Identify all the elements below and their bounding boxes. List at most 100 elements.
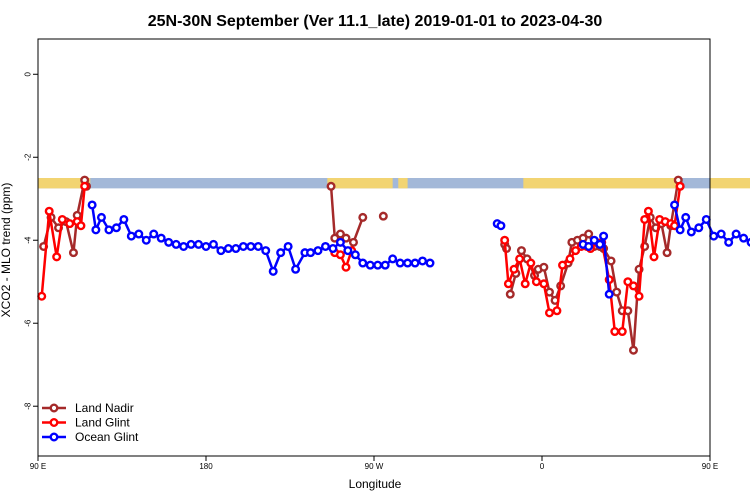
data-point [724, 237, 734, 247]
data-point [515, 254, 525, 264]
data-point [335, 237, 345, 247]
data-point [350, 250, 360, 260]
data-point [509, 264, 519, 274]
data-point [604, 289, 614, 299]
data-point [701, 214, 711, 224]
data-point [681, 212, 691, 222]
data-point [425, 258, 435, 268]
legend-marker [49, 432, 59, 442]
data-point [539, 279, 549, 289]
land-band-segment [398, 178, 408, 189]
data-point [516, 246, 526, 256]
data-point [104, 225, 114, 235]
data-point [584, 229, 594, 239]
data-point [291, 264, 301, 274]
data-point [709, 231, 719, 241]
data-point [496, 221, 506, 231]
data-point [739, 233, 749, 243]
data-point [716, 229, 726, 239]
data-point [746, 237, 750, 247]
data-point [111, 223, 121, 233]
land-band-segment [38, 178, 91, 189]
data-point [348, 237, 358, 247]
data-point [552, 306, 562, 316]
data-point [675, 181, 685, 191]
data-point [694, 223, 704, 233]
data-point [628, 281, 638, 291]
data-point [628, 345, 638, 355]
data-point [330, 233, 340, 243]
data-point [238, 241, 248, 251]
data-point [134, 229, 144, 239]
chart-title: 25N-30N September (Ver 11.1_late) 2019-0… [148, 13, 603, 30]
land-band-segment [327, 178, 393, 189]
data-point [194, 239, 204, 249]
legend-marker [49, 418, 59, 428]
y-axis-label: XCO2 - MLO trend (ppm) [0, 183, 13, 318]
series-line [509, 178, 682, 352]
data-point [675, 225, 685, 235]
data-point [37, 291, 47, 301]
data-point [500, 235, 510, 245]
y-tick-label: -4 [24, 236, 33, 244]
data-point [634, 291, 644, 301]
data-point [216, 246, 226, 256]
data-point [544, 308, 554, 318]
data-point [57, 214, 67, 224]
data-point [403, 258, 413, 268]
data-point [610, 327, 620, 337]
data-point [358, 212, 368, 222]
data-point [378, 211, 388, 221]
data-point [141, 235, 151, 245]
series-layer [37, 175, 750, 355]
series-ocean-glint [87, 200, 750, 299]
data-point [670, 200, 680, 210]
data-point [380, 260, 390, 270]
legend-item: Land Nadir [42, 401, 134, 415]
data-point [261, 246, 271, 256]
land-band-segment [523, 178, 677, 189]
data-point [418, 256, 428, 266]
legend-marker [49, 403, 59, 413]
data-point [156, 233, 166, 243]
data-point [505, 289, 515, 299]
x-tick-label: 90 E [702, 462, 718, 471]
data-point [531, 277, 541, 287]
data-point [643, 206, 653, 216]
x-tick-label: 90 E [30, 462, 46, 471]
data-point [341, 262, 351, 272]
legend-item: Ocean Glint [42, 430, 139, 444]
data-point [253, 241, 263, 251]
data-point [731, 229, 741, 239]
data-point [119, 214, 129, 224]
data-point [520, 279, 530, 289]
data-point [149, 229, 159, 239]
data-point [164, 237, 174, 247]
data-point [365, 260, 375, 270]
data-point [179, 241, 189, 251]
data-point [526, 258, 536, 268]
data-point [76, 221, 86, 231]
data-point [320, 241, 330, 251]
data-point [589, 235, 599, 245]
data-point [65, 219, 75, 229]
data-point [91, 225, 101, 235]
x-tick-label: 0 [540, 462, 545, 471]
data-point [623, 277, 633, 287]
legend-label: Land Glint [75, 416, 130, 430]
data-point [276, 248, 286, 258]
data-point [44, 206, 54, 216]
data-point [662, 248, 672, 258]
data-point [595, 239, 605, 249]
data-point [246, 241, 256, 251]
data-point [606, 256, 616, 266]
data-point [231, 244, 241, 254]
data-point [87, 200, 97, 210]
data-point [201, 241, 211, 251]
plot-frame [37, 38, 711, 457]
data-point [539, 262, 549, 272]
legend-item: Land Glint [42, 416, 130, 430]
y-tick-label: 0 [24, 71, 33, 76]
land-ocean-band [38, 178, 750, 189]
